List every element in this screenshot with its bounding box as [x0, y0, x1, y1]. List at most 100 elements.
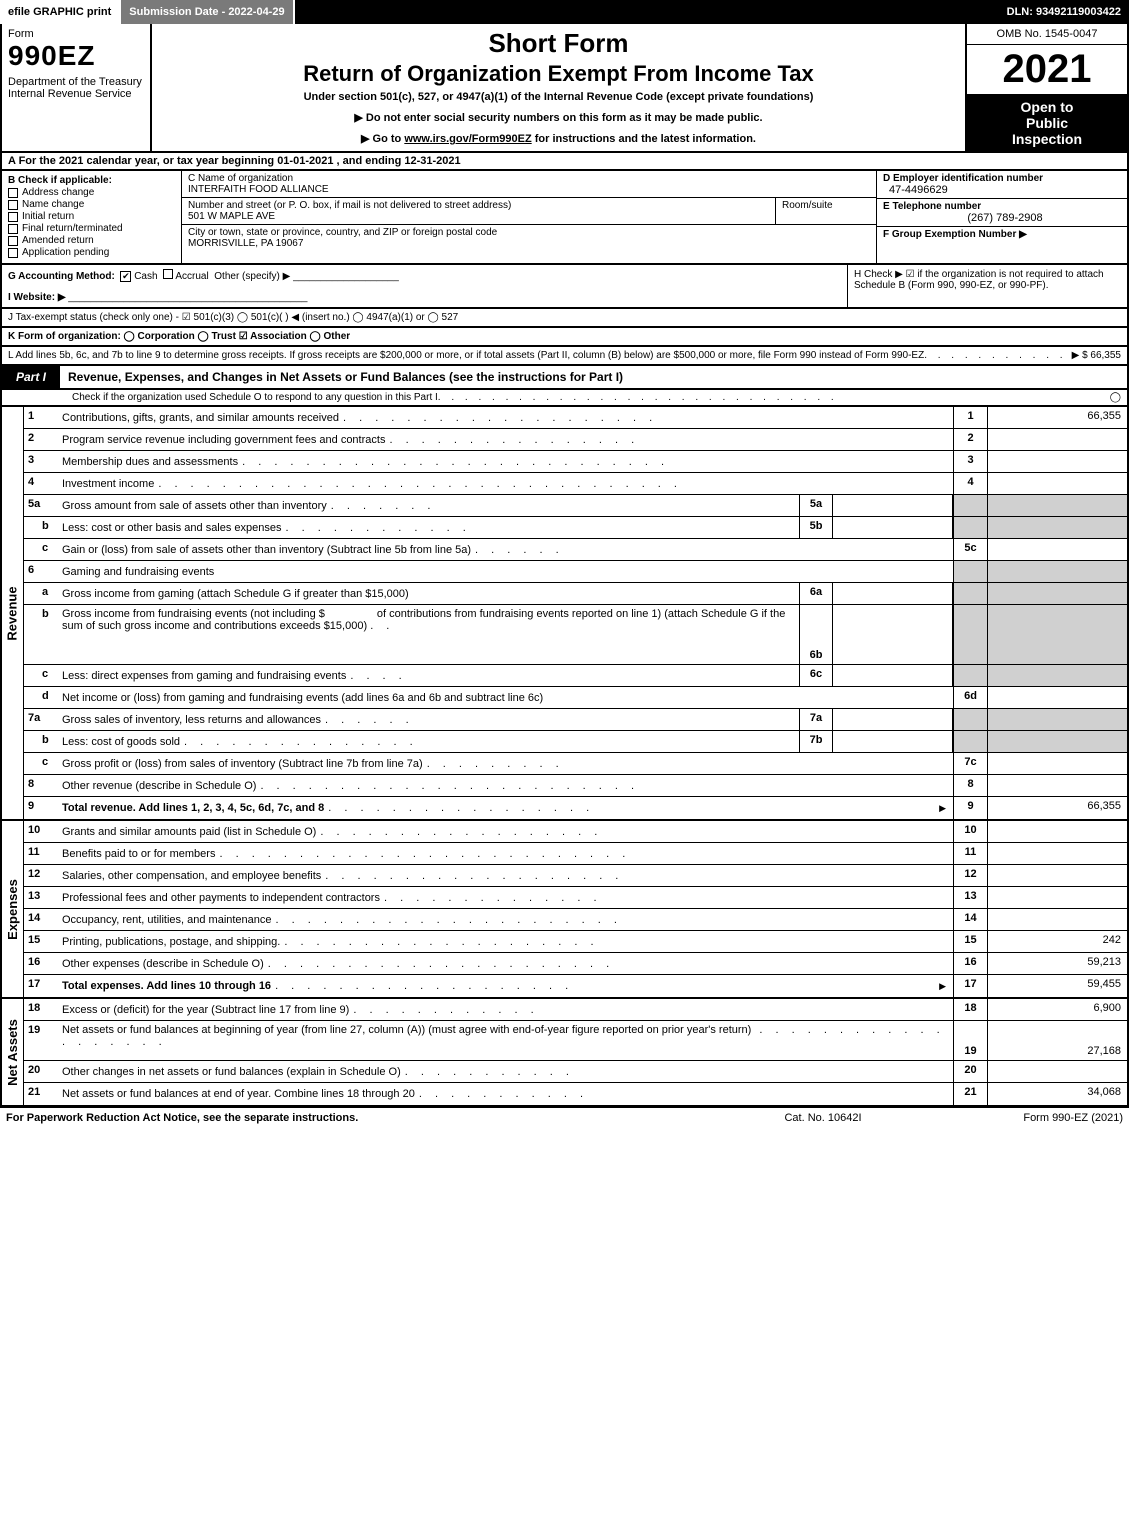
- col-b: B Check if applicable: Address change Na…: [2, 171, 182, 263]
- org-street: 501 W MAPLE AVE: [188, 211, 769, 222]
- line-9: 9 Total revenue. Add lines 1, 2, 3, 4, 5…: [24, 797, 1127, 819]
- org-city: MORRISVILLE, PA 19067: [188, 238, 870, 249]
- line-15: 15 Printing, publications, postage, and …: [24, 931, 1127, 953]
- line-6d: d Net income or (loss) from gaming and f…: [24, 687, 1127, 709]
- b-label: B Check if applicable:: [8, 175, 175, 186]
- line-21-value: 34,068: [987, 1083, 1127, 1105]
- revenue-table: Revenue 1 Contributions, gifts, grants, …: [0, 407, 1129, 821]
- line-2: 2 Program service revenue including gove…: [24, 429, 1127, 451]
- part1-sub: Check if the organization used Schedule …: [0, 390, 1129, 407]
- page-footer: For Paperwork Reduction Act Notice, see …: [0, 1107, 1129, 1128]
- omb-number: OMB No. 1545-0047: [967, 24, 1127, 45]
- line-19: 19 Net assets or fund balances at beginn…: [24, 1021, 1127, 1061]
- line-4: 4 Investment income. . . . . . . . . . .…: [24, 473, 1127, 495]
- c-street-label: Number and street (or P. O. box, if mail…: [188, 200, 769, 211]
- col-def: D Employer identification number 47-4496…: [877, 171, 1127, 263]
- chk-address-change[interactable]: Address change: [8, 187, 175, 198]
- submission-date: Submission Date - 2022-04-29: [121, 0, 294, 24]
- row-a: A For the 2021 calendar year, or tax yea…: [0, 153, 1129, 171]
- chk-accrual[interactable]: [163, 269, 173, 279]
- line-18-value: 6,900: [987, 999, 1127, 1020]
- l-text: L Add lines 5b, 6c, and 7b to line 9 to …: [8, 350, 924, 361]
- line-12: 12 Salaries, other compensation, and emp…: [24, 865, 1127, 887]
- h-schedule-b: H Check ▶ ☑ if the organization is not r…: [847, 265, 1127, 307]
- c-name-row: C Name of organization INTERFAITH FOOD A…: [182, 171, 876, 198]
- line-7b: b Less: cost of goods sold. . . . . . . …: [24, 731, 1127, 753]
- row-k: K Form of organization: ◯ Corporation ◯ …: [0, 328, 1129, 347]
- line-16: 16 Other expenses (describe in Schedule …: [24, 953, 1127, 975]
- line-17: 17 Total expenses. Add lines 10 through …: [24, 975, 1127, 997]
- netassets-table: Net Assets 18 Excess or (deficit) for th…: [0, 999, 1129, 1107]
- expenses-sidelabel: Expenses: [2, 821, 24, 997]
- chk-final-return[interactable]: Final return/terminated: [8, 223, 175, 234]
- header-right: OMB No. 1545-0047 2021 Open to Public In…: [967, 24, 1127, 151]
- c-city-label: City or town, state or province, country…: [188, 227, 870, 238]
- netassets-sidelabel: Net Assets: [2, 999, 24, 1105]
- ssn-warning: ▶ Do not enter social security numbers o…: [162, 111, 955, 124]
- c-name-label: C Name of organization: [188, 173, 870, 184]
- part1-title: Revenue, Expenses, and Changes in Net As…: [60, 366, 1127, 388]
- line-6b: b Gross income from fundraising events (…: [24, 605, 1127, 665]
- title-short-form: Short Form: [162, 28, 955, 59]
- line-8: 8 Other revenue (describe in Schedule O)…: [24, 775, 1127, 797]
- c-city-row: City or town, state or province, country…: [182, 225, 876, 251]
- open-line3: Inspection: [971, 131, 1123, 147]
- expenses-table: Expenses 10 Grants and similar amounts p…: [0, 821, 1129, 999]
- open-line1: Open to: [971, 99, 1123, 115]
- e-phone: E Telephone number (267) 789-2908: [877, 199, 1127, 227]
- line-14: 14 Occupancy, rent, utilities, and maint…: [24, 909, 1127, 931]
- line-1: 1 Contributions, gifts, grants, and simi…: [24, 407, 1127, 429]
- row-a-text: A For the 2021 calendar year, or tax yea…: [8, 155, 461, 167]
- goto-note: ▶ Go to www.irs.gov/Form990EZ for instru…: [162, 132, 955, 145]
- block-b-c-def: B Check if applicable: Address change Na…: [0, 171, 1129, 265]
- part1-header: Part I Revenue, Expenses, and Changes in…: [0, 366, 1129, 390]
- efile-print[interactable]: efile GRAPHIC print: [0, 0, 121, 24]
- row-j: J Tax-exempt status (check only one) - ☑…: [0, 309, 1129, 328]
- line-3: 3 Membership dues and assessments. . . .…: [24, 451, 1127, 473]
- footer-formref: Form 990-EZ (2021): [923, 1112, 1123, 1124]
- i-website: I Website: ▶ ___________________________…: [8, 292, 841, 303]
- line-13: 13 Professional fees and other payments …: [24, 887, 1127, 909]
- line-7c: c Gross profit or (loss) from sales of i…: [24, 753, 1127, 775]
- goto-pre: ▶ Go to: [361, 133, 404, 145]
- line-6c: c Less: direct expenses from gaming and …: [24, 665, 1127, 687]
- chk-application-pending[interactable]: Application pending: [8, 247, 175, 258]
- col-c: C Name of organization INTERFAITH FOOD A…: [182, 171, 877, 263]
- department: Department of the Treasury Internal Reve…: [8, 76, 144, 100]
- row-g-h: G Accounting Method: ✔ Cash Accrual Othe…: [0, 265, 1129, 309]
- irs-link[interactable]: www.irs.gov/Form990EZ: [404, 133, 531, 145]
- chk-cash[interactable]: ✔: [120, 271, 131, 282]
- line-9-value: 66,355: [987, 797, 1127, 819]
- title-return: Return of Organization Exempt From Incom…: [162, 61, 955, 87]
- open-to-public: Open to Public Inspection: [967, 95, 1127, 151]
- line-6a: a Gross income from gaming (attach Sched…: [24, 583, 1127, 605]
- tax-year: 2021: [967, 45, 1127, 95]
- topbar-spacer: [295, 0, 999, 24]
- goto-post: for instructions and the latest informat…: [532, 133, 756, 145]
- line-1-value: 66,355: [987, 407, 1127, 428]
- form-word: Form: [8, 28, 144, 40]
- org-name: INTERFAITH FOOD ALLIANCE: [188, 184, 870, 195]
- line-16-value: 59,213: [987, 953, 1127, 974]
- line-20: 20 Other changes in net assets or fund b…: [24, 1061, 1127, 1083]
- top-bar: efile GRAPHIC print Submission Date - 20…: [0, 0, 1129, 24]
- line-5c: c Gain or (loss) from sale of assets oth…: [24, 539, 1127, 561]
- line-10: 10 Grants and similar amounts paid (list…: [24, 821, 1127, 843]
- footer-left: For Paperwork Reduction Act Notice, see …: [6, 1112, 723, 1124]
- phone-value: (267) 789-2908: [883, 212, 1121, 224]
- chk-name-change[interactable]: Name change: [8, 199, 175, 210]
- form-header: Form 990EZ Department of the Treasury In…: [0, 24, 1129, 153]
- row-l: L Add lines 5b, 6c, and 7b to line 9 to …: [0, 347, 1129, 366]
- c-street-row: Number and street (or P. O. box, if mail…: [182, 198, 876, 225]
- line-21: 21 Net assets or fund balances at end of…: [24, 1083, 1127, 1105]
- line-15-value: 242: [987, 931, 1127, 952]
- d-ein: D Employer identification number 47-4496…: [877, 171, 1127, 199]
- chk-amended-return[interactable]: Amended return: [8, 235, 175, 246]
- line-5b: b Less: cost or other basis and sales ex…: [24, 517, 1127, 539]
- header-center: Short Form Return of Organization Exempt…: [152, 24, 967, 151]
- subtitle: Under section 501(c), 527, or 4947(a)(1)…: [162, 91, 955, 103]
- header-left: Form 990EZ Department of the Treasury In…: [2, 24, 152, 151]
- f-group-exemption: F Group Exemption Number ▶: [877, 227, 1127, 242]
- line-7a: 7a Gross sales of inventory, less return…: [24, 709, 1127, 731]
- chk-initial-return[interactable]: Initial return: [8, 211, 175, 222]
